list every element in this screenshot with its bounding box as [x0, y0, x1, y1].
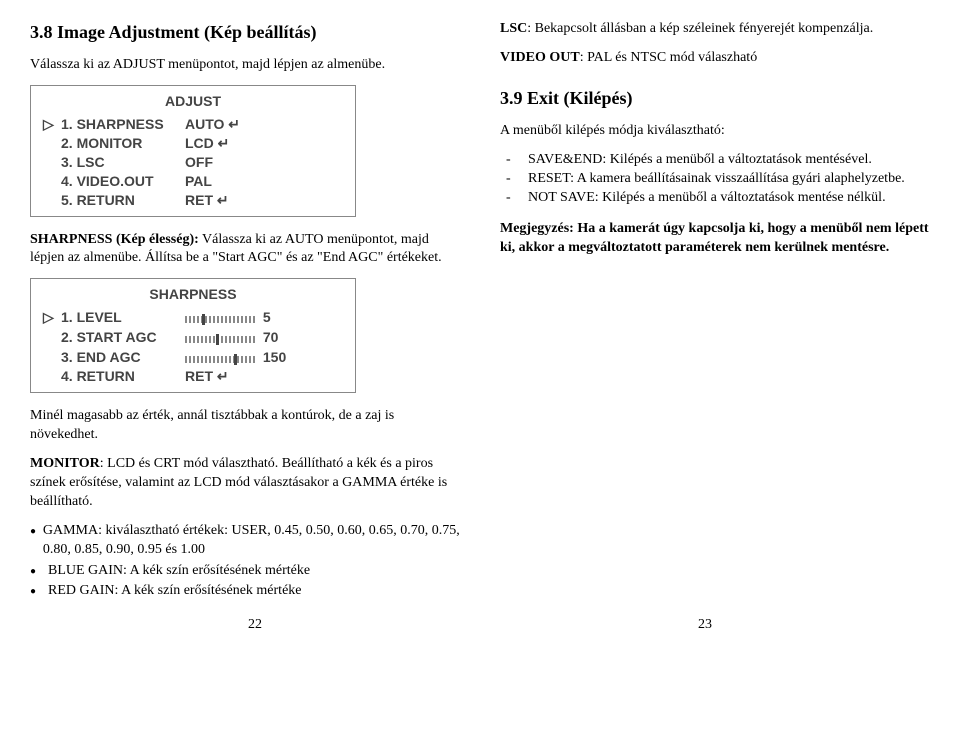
- lsc-text: : Bekapcsolt állásban a kép széleinek fé…: [527, 21, 873, 36]
- menu-label: 3. LSC: [61, 153, 185, 172]
- para-monitor: MONITOR: LCD és CRT mód választható. Beá…: [30, 455, 460, 512]
- menu-pointer-icon: [43, 367, 61, 386]
- videoout-text: : PAL és NTSC mód válaszható: [580, 50, 757, 65]
- lsc-label: LSC: [500, 21, 527, 36]
- bullet-icon: ●: [30, 562, 48, 581]
- sharpness-label: SHARPNESS (Kép élesség):: [30, 232, 199, 247]
- menu-row: 2. MONITOR LCD ↵: [43, 134, 343, 153]
- list-item: ● RED GAIN: A kék szín erősítésének mért…: [30, 582, 460, 601]
- slider-icon: [185, 309, 259, 328]
- bullet-list: ● GAMMA: kiválasztható értékek: USER, 0.…: [30, 522, 460, 602]
- dash-text: NOT SAVE: Kilépés a menüből a változtatá…: [528, 189, 886, 208]
- page-numbers: 22 23: [0, 617, 960, 633]
- monitor-label: MONITOR: [30, 456, 100, 471]
- menu-row: 4. RETURN RET ↵: [43, 367, 343, 386]
- menu-pointer-icon: [43, 172, 61, 191]
- menu-value: OFF: [185, 153, 343, 172]
- menu-row: ▷ 1. LEVEL 5: [43, 308, 343, 328]
- adjust-menu: ADJUST ▷ 1. SHARPNESS AUTO ↵ 2. MONITOR …: [30, 85, 356, 216]
- menu-pointer-icon: [43, 191, 61, 210]
- menu-value: 5: [185, 308, 343, 328]
- sharpness-menu: SHARPNESS ▷ 1. LEVEL 5 2. START AGC 70: [30, 278, 356, 393]
- dash-text: SAVE&END: Kilépés a menüből a változtatá…: [528, 151, 872, 170]
- menu-pointer-icon: [43, 348, 61, 368]
- para-note: Megjegyzés: Ha a kamerát úgy kapcsolja k…: [500, 220, 930, 258]
- right-column: LSC: Bekapcsolt állásban a kép széleinek…: [500, 20, 930, 607]
- menu-label: 2. START AGC: [61, 328, 185, 348]
- dash-list: - SAVE&END: Kilépés a menüből a változta…: [500, 151, 930, 208]
- menu-label: 1. SHARPNESS: [61, 115, 185, 134]
- para-videoout: VIDEO OUT: PAL és NTSC mód válaszható: [500, 49, 930, 68]
- menu-value: RET ↵: [185, 367, 343, 386]
- page-number-right: 23: [480, 617, 930, 633]
- para-exit-intro: A menüből kilépés módja kiválasztható:: [500, 122, 930, 141]
- menu-row: 5. RETURN RET ↵: [43, 191, 343, 210]
- dash-icon: -: [506, 170, 528, 189]
- menu-value: LCD ↵: [185, 134, 343, 153]
- left-column: 3.8 Image Adjustment (Kép beállítás) Vál…: [30, 20, 460, 607]
- list-item: - SAVE&END: Kilépés a menüből a változta…: [528, 151, 930, 170]
- heading-3-8: 3.8 Image Adjustment (Kép beállítás): [30, 20, 460, 44]
- menu-label: 4. VIDEO.OUT: [61, 172, 185, 191]
- menu-label: 4. RETURN: [61, 367, 185, 386]
- list-item: ● GAMMA: kiválasztható értékek: USER, 0.…: [30, 522, 460, 560]
- menu-row: 4. VIDEO.OUT PAL: [43, 172, 343, 191]
- menu-row: 3. END AGC 150: [43, 348, 343, 368]
- menu-pointer-icon: ▷: [43, 308, 61, 328]
- menu-label: 2. MONITOR: [61, 134, 185, 153]
- list-item: ● BLUE GAIN: A kék szín erősítésének mér…: [30, 562, 460, 581]
- bullet-text: BLUE GAIN: A kék szín erősítésének mérté…: [48, 562, 310, 581]
- list-item: - NOT SAVE: Kilépés a menüből a változta…: [528, 189, 930, 208]
- para-higher-value: Minél magasabb az érték, annál tisztábba…: [30, 407, 460, 445]
- para-select-adjust: Válassza ki az ADJUST menüpontot, majd l…: [30, 56, 460, 75]
- para-sharpness: SHARPNESS (Kép élesség): Válassza ki az …: [30, 231, 460, 269]
- bullet-icon: ●: [30, 582, 48, 601]
- menu-value: RET ↵: [185, 191, 343, 210]
- dash-icon: -: [506, 189, 528, 208]
- slider-value: 5: [263, 309, 271, 325]
- adjust-menu-title: ADJUST: [43, 92, 343, 111]
- menu-value: PAL: [185, 172, 343, 191]
- menu-row: 3. LSC OFF: [43, 153, 343, 172]
- menu-pointer-icon: [43, 134, 61, 153]
- sharpness-menu-title: SHARPNESS: [43, 285, 343, 304]
- dash-icon: -: [506, 151, 528, 170]
- bullet-icon: ●: [30, 522, 43, 560]
- para-lsc: LSC: Bekapcsolt állásban a kép széleinek…: [500, 20, 930, 39]
- menu-pointer-icon: [43, 153, 61, 172]
- menu-value: AUTO ↵: [185, 115, 343, 134]
- slider-value: 70: [263, 329, 279, 345]
- bullet-text: RED GAIN: A kék szín erősítésének mérték…: [48, 582, 302, 601]
- slider-value: 150: [263, 349, 286, 365]
- menu-pointer-icon: [43, 328, 61, 348]
- menu-row: ▷ 1. SHARPNESS AUTO ↵: [43, 115, 343, 134]
- menu-label: 5. RETURN: [61, 191, 185, 210]
- videoout-label: VIDEO OUT: [500, 50, 580, 65]
- slider-icon: [185, 349, 259, 368]
- menu-label: 3. END AGC: [61, 348, 185, 368]
- page-number-left: 22: [30, 617, 480, 633]
- dash-text: RESET: A kamera beállításainak visszaáll…: [528, 170, 905, 189]
- slider-icon: [185, 329, 259, 348]
- menu-value: 150: [185, 348, 343, 368]
- menu-row: 2. START AGC 70: [43, 328, 343, 348]
- menu-pointer-icon: ▷: [43, 115, 61, 134]
- bullet-text: GAMMA: kiválasztható értékek: USER, 0.45…: [43, 522, 460, 560]
- menu-label: 1. LEVEL: [61, 308, 185, 328]
- list-item: - RESET: A kamera beállításainak visszaá…: [528, 170, 930, 189]
- heading-3-9: 3.9 Exit (Kilépés): [500, 86, 930, 110]
- menu-value: 70: [185, 328, 343, 348]
